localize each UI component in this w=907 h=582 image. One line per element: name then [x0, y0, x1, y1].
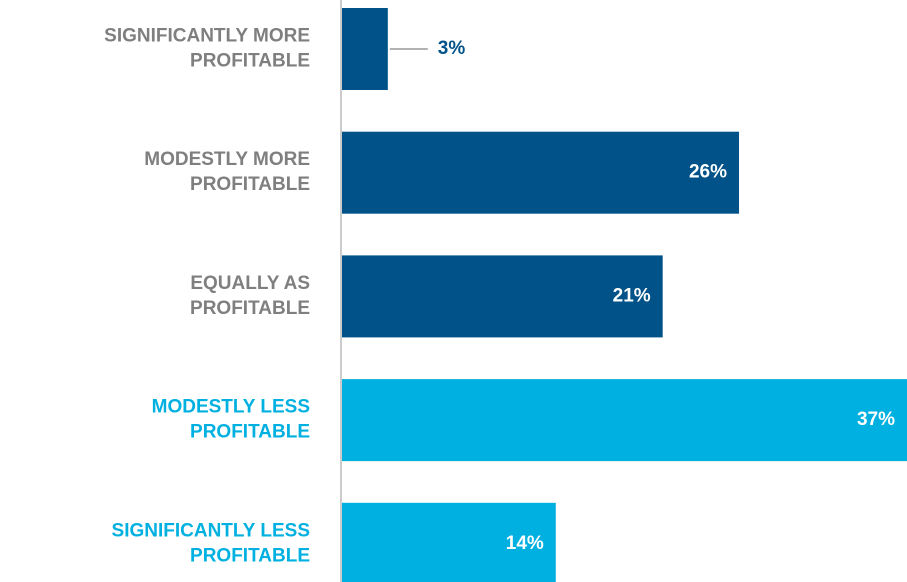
category-label: MODESTLY LESS	[152, 397, 310, 418]
category-label: PROFITABLE	[190, 298, 310, 319]
value-label: 26%	[689, 162, 727, 183]
category-label: EQUALLY AS	[190, 273, 310, 294]
bar	[342, 379, 907, 462]
bar	[342, 255, 663, 338]
category-label: SIGNIFICANTLY MORE	[104, 26, 310, 47]
category-label: MODESTLY MORE	[144, 149, 310, 170]
bar	[342, 502, 556, 582]
category-label: SIGNIFICANTLY LESS	[112, 520, 310, 541]
value-label: 3%	[438, 38, 466, 59]
bar	[342, 8, 388, 90]
bar	[342, 131, 740, 214]
value-label: 21%	[613, 285, 651, 306]
category-label: PROFITABLE	[190, 174, 310, 195]
category-label: PROFITABLE	[190, 51, 310, 72]
value-label: 14%	[506, 533, 544, 554]
category-label: PROFITABLE	[190, 545, 310, 566]
category-label: PROFITABLE	[190, 422, 310, 443]
value-label: 37%	[857, 409, 895, 430]
